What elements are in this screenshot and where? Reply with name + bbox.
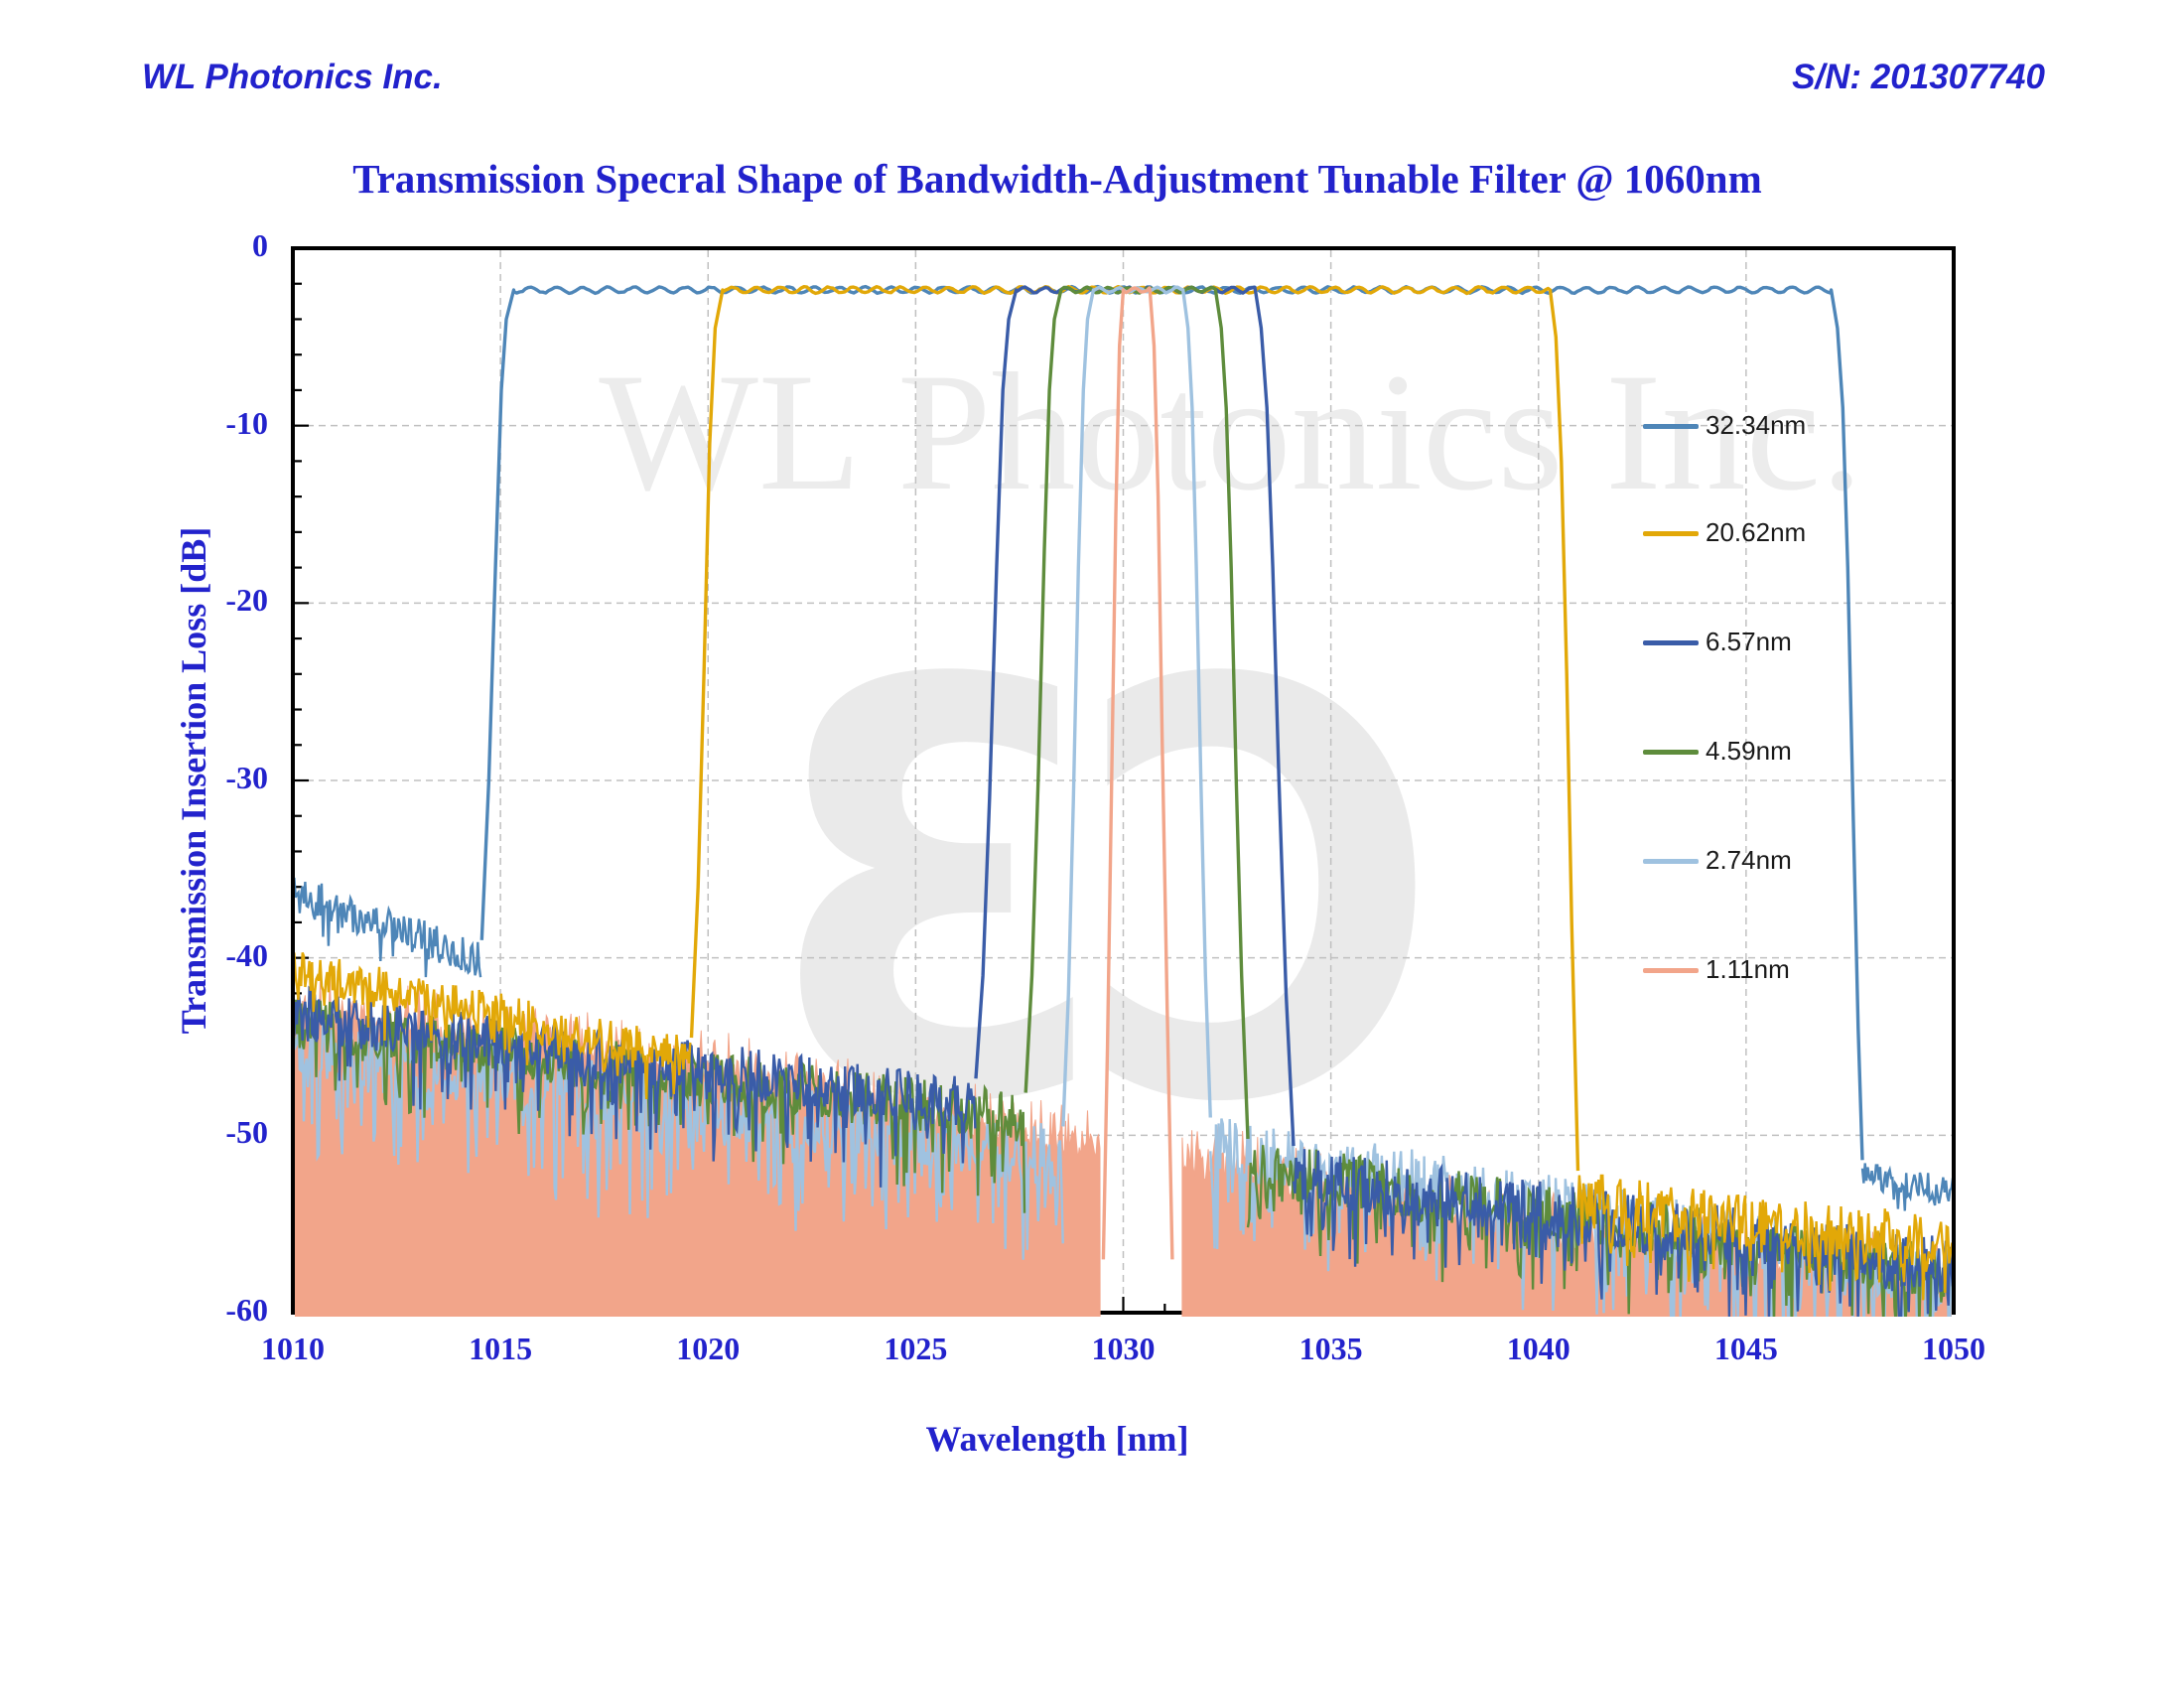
legend-swatch-line: [1643, 968, 1699, 973]
chart-title: Transmission Specral Shape of Bandwidth-…: [352, 156, 1762, 202]
series-6.57nm-noise-left: [295, 985, 977, 1188]
watermark-text: WL Photonics Inc.: [599, 339, 1862, 525]
series-32.34nm-noise-left: [295, 877, 482, 978]
y-tick-label: -30: [225, 760, 268, 795]
x-tick-label: 1010: [261, 1331, 325, 1366]
x-tick-label: 1035: [1298, 1331, 1363, 1366]
legend-swatch-line: [1643, 640, 1699, 645]
y-tick-label: -40: [225, 936, 268, 973]
y-tick-label: -60: [225, 1292, 268, 1328]
y-tick-label: -10: [225, 404, 268, 441]
company-name: WL Photonics Inc.: [142, 58, 443, 96]
x-tick-label: 1040: [1506, 1331, 1570, 1366]
legend-swatch-line: [1643, 424, 1699, 429]
x-axis-title: Wavelength [nm]: [925, 1419, 1189, 1459]
x-tick-label: 1050: [1922, 1331, 1985, 1366]
legend-label: 4.59nm: [1706, 736, 1792, 766]
x-tick-label: 1030: [1091, 1331, 1156, 1366]
legend-label: 20.62nm: [1706, 517, 1807, 547]
plot-frame-top: [291, 246, 1956, 1313]
series-20.62nm-noise-right: [1576, 1174, 1952, 1301]
series-1.11nm-passband: [1101, 286, 1174, 1260]
series-4.59nm-passband: [1024, 285, 1250, 1139]
legend-label: 1.11nm: [1706, 954, 1790, 984]
legend-label: 2.74nm: [1706, 845, 1792, 875]
legend-label: 32.34nm: [1706, 410, 1807, 440]
x-tick-label: 1015: [469, 1331, 533, 1366]
series-20.62nm-noise-left: [295, 951, 692, 1100]
series-group: [295, 284, 1952, 1317]
y-tick-label: -20: [225, 582, 268, 619]
legend-swatch-line: [1643, 750, 1699, 755]
x-tick-label: 1020: [676, 1331, 741, 1366]
x-tick-label: 1025: [884, 1331, 948, 1366]
serial-number: S/N: 201307740: [1792, 58, 2045, 96]
legend-swatch-line: [1643, 859, 1699, 864]
x-tick-label: 1045: [1713, 1331, 1778, 1366]
legend-swatch-line: [1643, 531, 1699, 536]
y-tick-label: -50: [225, 1114, 268, 1151]
legend-label: 6.57nm: [1706, 627, 1792, 656]
series-32.34nm-noise-right: [1860, 1163, 1952, 1211]
y-tick-label: 0: [252, 227, 268, 263]
